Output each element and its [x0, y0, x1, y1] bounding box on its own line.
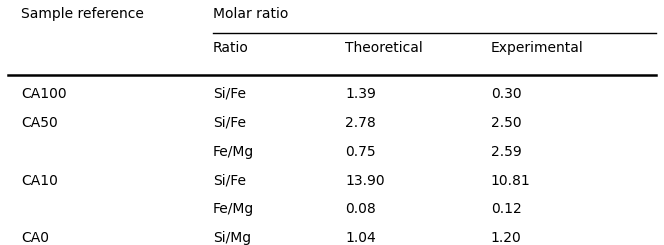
Text: 1.20: 1.20	[491, 231, 521, 245]
Text: CA0: CA0	[21, 231, 49, 245]
Text: Fe/Mg: Fe/Mg	[213, 145, 254, 159]
Text: 2.78: 2.78	[345, 116, 376, 130]
Text: Ratio: Ratio	[213, 41, 249, 55]
Text: Theoretical: Theoretical	[345, 41, 423, 55]
Text: Experimental: Experimental	[491, 41, 584, 55]
Text: 10.81: 10.81	[491, 173, 531, 187]
Text: 0.75: 0.75	[345, 145, 376, 159]
Text: CA100: CA100	[21, 87, 67, 101]
Text: CA50: CA50	[21, 116, 58, 130]
Text: Si/Mg: Si/Mg	[213, 231, 251, 245]
Text: Sample reference: Sample reference	[21, 7, 144, 21]
Text: 13.90: 13.90	[345, 173, 385, 187]
Text: Fe/Mg: Fe/Mg	[213, 202, 254, 216]
Text: 1.04: 1.04	[345, 231, 376, 245]
Text: Si/Fe: Si/Fe	[213, 87, 246, 101]
Text: Si/Fe: Si/Fe	[213, 173, 246, 187]
Text: Molar ratio: Molar ratio	[213, 7, 288, 21]
Text: 2.50: 2.50	[491, 116, 521, 130]
Text: 1.39: 1.39	[345, 87, 376, 101]
Text: 2.59: 2.59	[491, 145, 521, 159]
Text: 0.08: 0.08	[345, 202, 376, 216]
Text: CA10: CA10	[21, 173, 58, 187]
Text: 0.30: 0.30	[491, 87, 521, 101]
Text: 0.12: 0.12	[491, 202, 521, 216]
Text: Si/Fe: Si/Fe	[213, 116, 246, 130]
